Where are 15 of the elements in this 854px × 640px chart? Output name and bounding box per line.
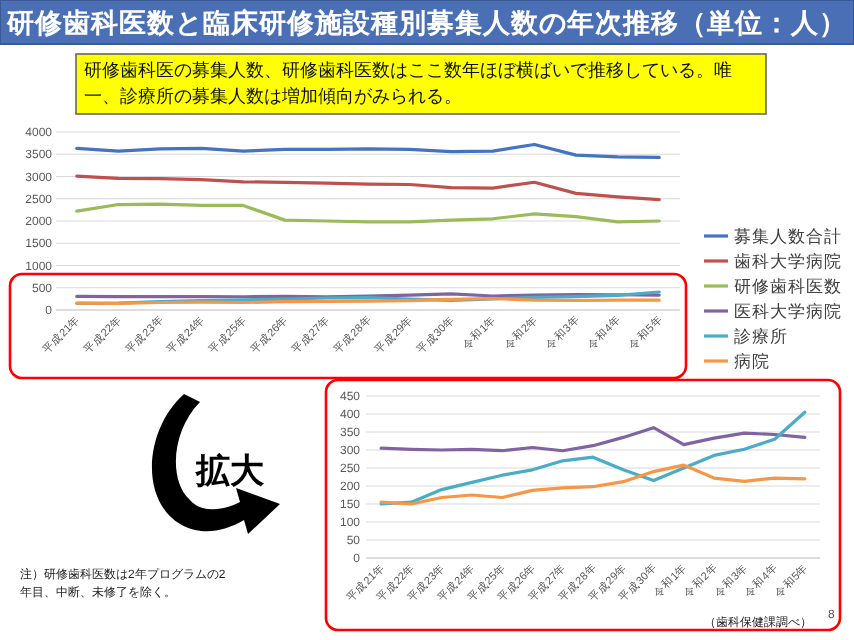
legend-label: 医科大学病院 xyxy=(734,301,842,321)
line-series xyxy=(379,463,807,506)
line-series xyxy=(379,410,807,506)
legend-label: 研修歯科医数 xyxy=(734,276,842,296)
legend-label: 病院 xyxy=(734,351,770,371)
line-series xyxy=(75,174,661,202)
legend-label: 診療所 xyxy=(734,326,788,346)
chart-title: 研修歯科医数と臨床研修施設種別募集人数の年次推移（単位：人） xyxy=(0,6,854,42)
line-series xyxy=(379,426,807,453)
text: 拡大 xyxy=(196,450,264,494)
chart-subtitle: 研修歯科医の募集人数、研修歯科医数はここ数年ほぼ横ばいで推移している。唯一、診療所の募集人数は増加傾向がみられる。 xyxy=(84,58,734,110)
line-series xyxy=(75,202,661,224)
legend-label: 募集人数合計 xyxy=(734,226,842,246)
legend-label: 歯科大学病院 xyxy=(734,251,842,271)
line-series xyxy=(75,142,661,159)
